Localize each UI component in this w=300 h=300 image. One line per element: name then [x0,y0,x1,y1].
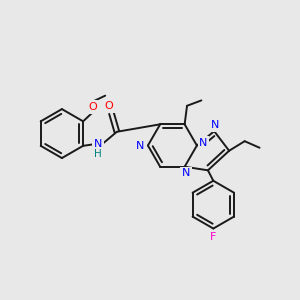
Text: N: N [211,120,219,130]
Text: F: F [210,232,217,242]
Text: H: H [94,149,102,159]
Text: N: N [182,168,190,178]
Text: O: O [88,102,97,112]
Text: N: N [136,140,145,151]
Text: N: N [199,137,208,148]
Text: N: N [94,139,102,149]
Text: O: O [105,101,113,111]
